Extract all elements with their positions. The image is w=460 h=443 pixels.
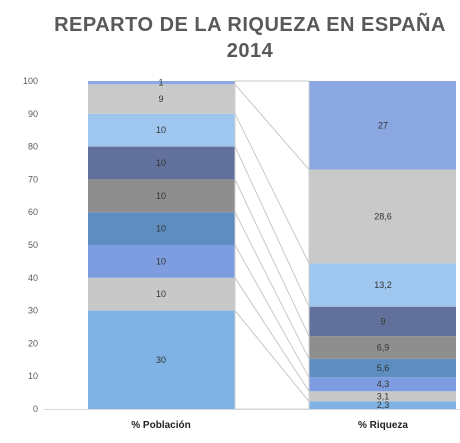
connector-line-4 [234,179,310,337]
chart-title-line-1: REPARTO DE LA RIQUEZA EN ESPAÑA [54,14,446,36]
connector-line-0 [234,310,310,402]
bar-segment-0-0 [88,310,235,409]
y-tick-label-8: 80 [28,142,38,152]
chart-title-line-2: 2014 [226,40,274,62]
y-tick-label-10: 100 [23,76,38,86]
data-label-0-1: 10 [156,289,166,299]
y-tick-label-7: 70 [28,174,38,184]
bar-segment-1-5 [309,306,456,337]
data-label-1-8: 27 [378,120,388,130]
y-tick-label-0: 0 [33,404,38,414]
data-label-0-3: 10 [156,224,166,234]
data-label-0-4: 10 [156,191,166,201]
y-tick-label-6: 60 [28,207,38,217]
bar-segment-0-2 [88,245,235,278]
data-label-1-2: 4,3 [377,379,390,389]
bar-segment-0-1 [88,277,235,311]
connector-line-6 [234,113,310,264]
category-label-1: % Riqueza [358,420,408,431]
data-label-0-0: 30 [156,355,166,365]
bar-segment-0-5 [88,146,235,180]
bar-segment-1-3 [309,358,456,378]
gap-frame [234,80,310,410]
data-label-1-3: 5,6 [377,363,390,373]
data-label-1-6: 13,2 [374,280,392,290]
bar-segment-0-3 [88,212,235,245]
data-label-1-0: 2,3 [377,400,390,410]
bar-segment-1-6 [309,263,456,307]
data-label-0-8: 1 [158,78,163,88]
connector-line-5 [234,146,310,307]
bar-segment-1-1 [309,391,456,402]
data-label-1-4: 6,9 [377,343,390,353]
data-label-0-7: 9 [158,94,163,104]
data-label-0-5: 10 [156,158,166,168]
bar-segment-1-7 [309,169,456,264]
bar-segment-0-6 [88,113,235,147]
category-label-0: % Población [131,420,190,431]
data-label-0-2: 10 [156,256,166,266]
bar-segment-0-8 [88,81,235,85]
bar-segment-1-2 [309,377,456,392]
connector-line-2 [234,244,310,378]
connector-line-3 [234,211,310,360]
data-label-1-5: 9 [380,316,385,326]
bar-segment-1-8 [309,81,456,170]
y-tick-label-3: 30 [28,306,38,316]
y-tick-label-2: 20 [28,338,38,348]
data-label-1-1: 3,1 [377,391,390,401]
bar-segment-0-4 [88,179,235,213]
y-tick-label-1: 10 [28,371,38,381]
connector-line-1 [234,277,310,392]
data-label-1-7: 28,6 [374,211,392,221]
bar-segment-1-4 [309,336,456,359]
data-label-0-6: 10 [156,125,166,135]
y-tick-label-9: 90 [28,109,38,119]
bar-segment-0-7 [88,84,235,114]
bar-segment-1-0 [309,401,456,409]
y-tick-label-5: 50 [28,240,38,250]
connector-line-7 [234,83,310,170]
y-tick-label-4: 40 [28,273,38,283]
